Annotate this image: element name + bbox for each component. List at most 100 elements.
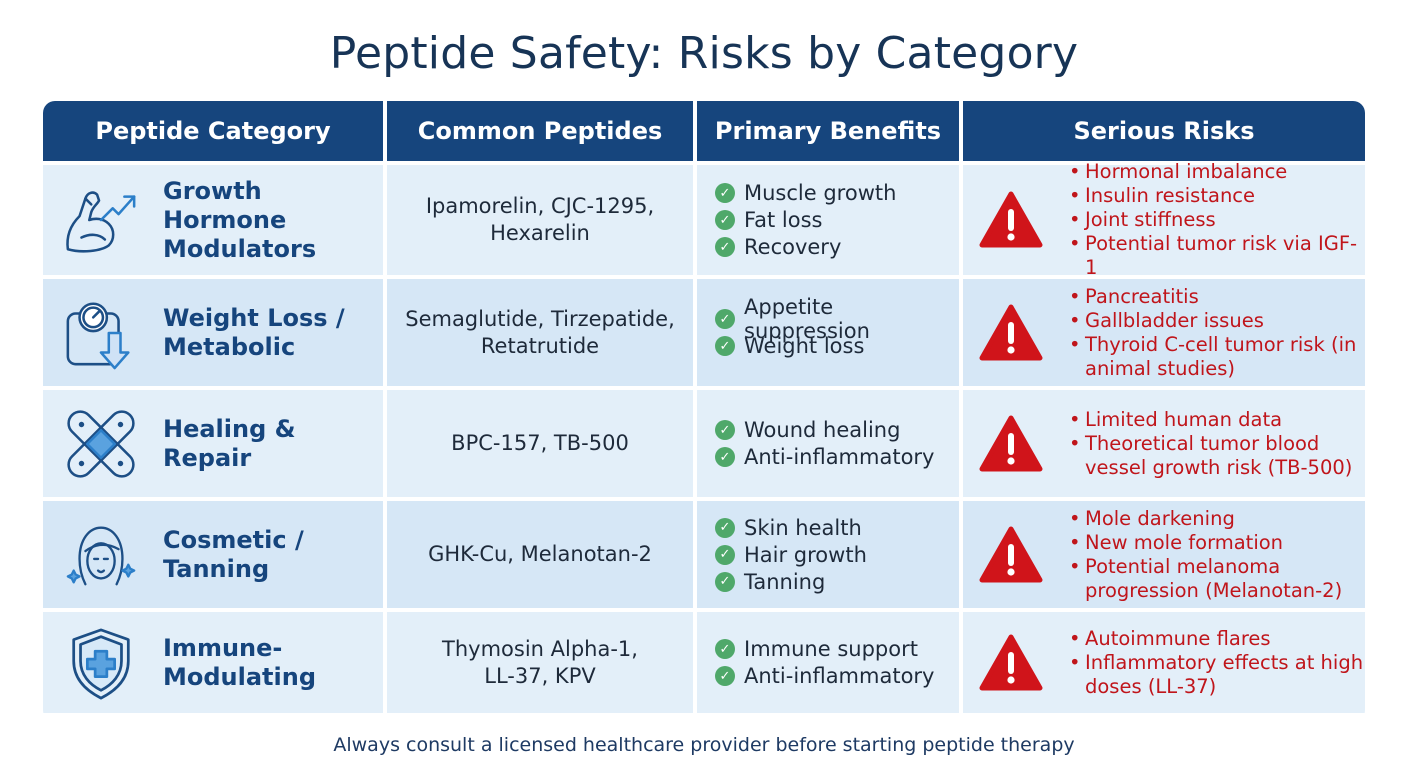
benefits-cell: ✓ Appetite suppression ✓ Weight loss	[697, 279, 959, 386]
benefit-text: Wound healing	[744, 418, 901, 442]
category-label: Immune- Modulating	[163, 633, 317, 691]
common-peptides-cell: GHK-Cu, Melanotan-2	[387, 501, 693, 608]
category-cell: Growth Hormone Modulators	[43, 165, 383, 275]
benefit-item: ✓ Weight loss	[715, 333, 959, 360]
risks-list: PancreatitisGallbladder issuesThyroid C-…	[1069, 285, 1365, 381]
risk-item: Autoimmune flares	[1069, 627, 1365, 651]
risk-item: Mole darkening	[1069, 507, 1365, 531]
risks-list: Mole darkeningNew mole formationPotentia…	[1069, 507, 1365, 603]
check-icon: ✓	[715, 571, 735, 592]
scale-down-arrow-icon	[61, 293, 141, 373]
check-icon: ✓	[715, 309, 735, 329]
common-peptides-cell: Thymosin Alpha-1, LL-37, KPV	[387, 612, 693, 713]
risk-item: New mole formation	[1069, 531, 1365, 555]
benefits-cell: ✓ Muscle growth ✓ Fat loss ✓ Recovery	[697, 165, 959, 275]
check-icon: ✓	[715, 237, 735, 257]
check-icon: ✓	[715, 544, 735, 565]
check-icon: ✓	[715, 420, 735, 440]
common-peptides-cell: Semaglutide, Tirzepatide, Retatrutide	[387, 279, 693, 386]
page-title: Peptide Safety: Risks by Category	[329, 28, 1079, 79]
benefit-text: Anti-inflammatory	[744, 445, 935, 469]
common-peptides-cell: Ipamorelin, CJC-1295, Hexarelin	[387, 165, 693, 275]
category-cell: Weight Loss / Metabolic	[43, 279, 383, 386]
category-label: Healing & Repair	[163, 414, 296, 472]
serious-risks-cell: PancreatitisGallbladder issuesThyroid C-…	[963, 279, 1365, 386]
risk-table: Peptide Category Common Peptides Primary…	[43, 101, 1365, 722]
serious-risks-cell: Mole darkeningNew mole formationPotentia…	[963, 501, 1365, 608]
benefits-list: ✓ Appetite suppression ✓ Weight loss	[715, 295, 959, 360]
risk-item: Hormonal imbalance	[1069, 160, 1365, 184]
check-icon: ✓	[715, 447, 735, 467]
check-icon: ✓	[715, 639, 735, 659]
benefit-text: Appetite suppression	[744, 295, 870, 343]
check-icon: ✓	[715, 517, 735, 538]
risk-item: Limited human data	[1069, 408, 1365, 432]
risk-item: Insulin resistance	[1069, 184, 1365, 208]
risk-item: Thyroid C-cell tumor risk (in animal stu…	[1069, 333, 1365, 381]
serious-risks-cell: Hormonal imbalanceInsulin resistanceJoin…	[963, 160, 1365, 279]
benefit-text: Weight loss	[744, 334, 865, 358]
shield-cross-icon	[61, 623, 141, 703]
bandage-icon	[61, 404, 141, 484]
category-label: Cosmetic / Tanning	[163, 525, 304, 583]
category-cell: Healing & Repair	[43, 390, 383, 497]
benefit-item: ✓ Immune support	[715, 636, 935, 663]
risk-item: Joint stiffness	[1069, 208, 1365, 232]
risk-item: Inflammatory effects at high doses (LL-3…	[1069, 651, 1365, 699]
risks-list: Hormonal imbalanceInsulin resistanceJoin…	[1069, 160, 1365, 280]
warning-icon	[979, 304, 1043, 362]
category-label: Growth Hormone Modulators	[163, 176, 317, 263]
common-peptides-cell: BPC-157, TB-500	[387, 390, 693, 497]
footer-note: Always consult a licensed healthcare pro…	[333, 734, 1075, 756]
benefit-item: ✓ Fat loss	[715, 207, 896, 234]
benefit-text: Recovery	[744, 235, 842, 259]
benefit-item: ✓ Anti-inflammatory	[715, 444, 935, 471]
benefit-item: ✓ Skin health	[715, 514, 867, 541]
category-cell: Immune- Modulating	[43, 612, 383, 713]
risk-item: Pancreatitis	[1069, 285, 1365, 309]
benefits-cell: ✓ Skin health ✓ Hair growth ✓ Tanning	[697, 501, 959, 608]
risk-item: Gallbladder issues	[1069, 309, 1365, 333]
check-icon: ✓	[715, 336, 735, 356]
benefit-item: ✓ Wound healing	[715, 417, 935, 444]
risk-item: Theoretical tumor blood vessel growth ri…	[1069, 432, 1365, 480]
benefit-item: ✓ Muscle growth	[715, 180, 896, 207]
header-primary-benefits: Primary Benefits	[697, 101, 959, 161]
warning-icon	[979, 415, 1043, 473]
risk-item: Potential tumor risk via IGF-1	[1069, 232, 1365, 280]
check-icon: ✓	[715, 666, 735, 686]
benefit-text: Hair growth	[744, 542, 867, 567]
benefit-item: ✓ Hair growth	[715, 541, 867, 568]
serious-risks-cell: Autoimmune flaresInflammatory effects at…	[963, 612, 1365, 713]
benefits-cell: ✓ Immune support ✓ Anti-inflammatory	[697, 612, 959, 713]
benefits-cell: ✓ Wound healing ✓ Anti-inflammatory	[697, 390, 959, 497]
benefits-list: ✓ Skin health ✓ Hair growth ✓ Tanning	[715, 514, 867, 595]
benefit-item: ✓ Appetite suppression	[715, 295, 959, 343]
benefit-text: Skin health	[744, 515, 862, 540]
benefit-text: Tanning	[744, 569, 826, 594]
flexed-arm-growth-icon	[61, 180, 141, 260]
benefits-list: ✓ Immune support ✓ Anti-inflammatory	[715, 636, 935, 690]
benefits-list: ✓ Wound healing ✓ Anti-inflammatory	[715, 417, 935, 471]
header-serious-risks: Serious Risks	[963, 101, 1365, 161]
benefit-text: Muscle growth	[744, 181, 897, 205]
category-cell: Cosmetic / Tanning	[43, 501, 383, 608]
benefit-item: ✓ Tanning	[715, 568, 867, 595]
warning-icon	[979, 634, 1043, 692]
face-sparkle-icon	[61, 515, 141, 595]
benefits-list: ✓ Muscle growth ✓ Fat loss ✓ Recovery	[715, 180, 896, 261]
serious-risks-cell: Limited human dataTheoretical tumor bloo…	[963, 390, 1365, 497]
benefit-text: Fat loss	[744, 208, 823, 232]
benefit-item: ✓ Anti-inflammatory	[715, 663, 935, 690]
benefit-item: ✓ Recovery	[715, 234, 896, 261]
benefit-text: Immune support	[744, 637, 918, 661]
warning-icon	[979, 191, 1043, 249]
risks-list: Limited human dataTheoretical tumor bloo…	[1069, 408, 1365, 480]
check-icon: ✓	[715, 210, 735, 230]
risks-list: Autoimmune flaresInflammatory effects at…	[1069, 627, 1365, 699]
header-category: Peptide Category	[43, 101, 383, 161]
check-icon: ✓	[715, 183, 735, 203]
benefit-text: Anti-inflammatory	[744, 664, 935, 688]
category-label: Weight Loss / Metabolic	[163, 303, 345, 361]
header-common-peptides: Common Peptides	[387, 101, 693, 161]
